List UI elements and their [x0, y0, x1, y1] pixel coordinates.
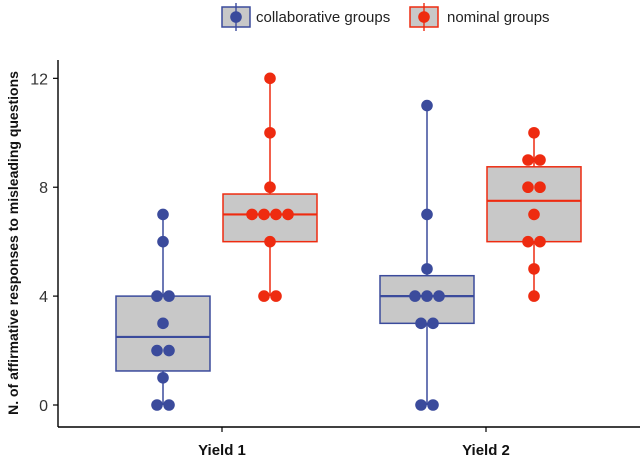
data-point: [528, 290, 540, 302]
legend-item: nominal groups: [409, 3, 550, 31]
data-point: [264, 72, 276, 85]
data-point: [282, 208, 294, 221]
y-tick-label: 4: [39, 289, 48, 306]
data-point: [421, 290, 433, 302]
data-point: [421, 263, 433, 275]
legend: collaborative groups nominal groups: [221, 3, 550, 31]
data-point: [163, 290, 175, 302]
data-point: [157, 371, 169, 384]
data-point: [258, 290, 270, 302]
data-point: [270, 208, 282, 221]
data-point: [264, 235, 276, 248]
box-group: [486, 126, 582, 302]
legend-label: nominal groups: [447, 9, 550, 26]
data-point: [415, 399, 427, 411]
plot-area: [115, 72, 582, 411]
data-point: [528, 263, 540, 275]
data-point: [433, 290, 445, 302]
data-point: [264, 126, 276, 139]
legend-key-point: [418, 11, 430, 23]
y-tick-label: 0: [39, 398, 48, 415]
data-point: [415, 317, 427, 330]
box-group: [379, 99, 475, 411]
data-point: [409, 290, 421, 302]
box-group: [115, 208, 211, 411]
data-point: [528, 126, 540, 139]
data-point: [427, 399, 439, 411]
box: [486, 166, 582, 243]
data-point: [157, 208, 169, 221]
legend-item: collaborative groups: [221, 3, 390, 31]
data-point: [421, 208, 433, 221]
data-point: [534, 235, 546, 248]
x-tick-label: Yield 2: [462, 442, 510, 459]
data-point: [421, 99, 433, 112]
box: [115, 295, 211, 372]
x-axis-ticks: Yield 1 Yield 2: [198, 427, 510, 459]
legend-label: collaborative groups: [256, 9, 390, 26]
data-point: [534, 154, 546, 166]
x-tick-label: Yield 1: [198, 442, 246, 459]
data-point: [151, 290, 163, 302]
box: [222, 193, 318, 243]
data-point: [246, 208, 258, 221]
data-point: [522, 154, 534, 166]
data-point: [151, 399, 163, 411]
data-point: [270, 290, 282, 302]
data-point: [151, 344, 163, 357]
data-point: [264, 181, 276, 194]
y-tick-label: 8: [39, 180, 48, 197]
data-point: [163, 344, 175, 357]
data-point: [157, 317, 169, 330]
y-axis-title: N. of affirmative responses to misleadin…: [5, 71, 21, 415]
legend-key-point: [230, 11, 242, 23]
data-point: [258, 208, 270, 221]
data-point: [534, 181, 546, 194]
box-group: [222, 72, 318, 302]
data-point: [157, 235, 169, 248]
y-axis-ticks: 0 4 8 12: [30, 71, 58, 415]
data-point: [522, 181, 534, 194]
data-point: [522, 235, 534, 248]
y-tick-label: 12: [30, 71, 48, 88]
data-point: [163, 399, 175, 411]
data-point: [528, 208, 540, 221]
data-point: [427, 317, 439, 330]
